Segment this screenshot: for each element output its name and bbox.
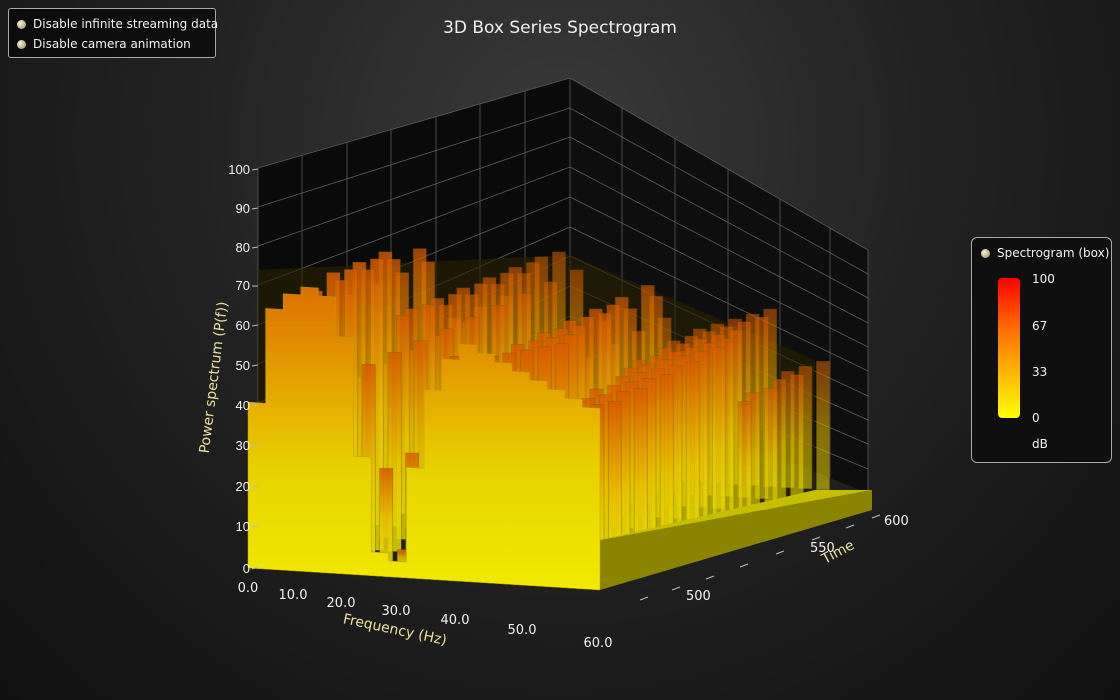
radio-bullet-icon [17, 19, 26, 29]
y-tick-label: 80 [236, 240, 250, 255]
legend-tick-label: 33 [1032, 365, 1048, 379]
y-tick-label: 10 [236, 519, 250, 534]
y-tick-label: 60 [236, 318, 250, 333]
legend-header: Spectrogram (box) [981, 246, 1109, 260]
legend-bullet-icon [981, 248, 990, 258]
spectrum-bar [790, 374, 804, 502]
x-tick-label: 30.0 [382, 604, 411, 619]
y-tick-label: 50 [236, 358, 250, 373]
legend-box[interactable]: Spectrogram (box) 100 67 33 0 dB [971, 237, 1112, 463]
disable-camera-animation-toggle[interactable]: Disable camera animation [17, 34, 207, 54]
legend-tick-label: 100 [1032, 272, 1055, 286]
legend-tick-label: 0 [1032, 411, 1040, 425]
z-tick-label: 550 [810, 541, 835, 556]
y-tick-label: 30 [236, 438, 250, 453]
x-tick-label: 0.0 [238, 581, 259, 596]
z-axis: 500 550 600 [686, 514, 909, 604]
y-tick-label: 40 [236, 398, 250, 413]
options-panel: Disable infinite streaming data Disable … [8, 8, 218, 58]
y-tick-label: 0 [243, 561, 250, 576]
y-tick-label: 70 [236, 278, 250, 293]
y-axis: 0 10 20 30 40 50 60 70 80 90 100 [228, 162, 250, 576]
z-tick-label: 600 [884, 514, 909, 529]
legend-tick-label: 67 [1032, 319, 1048, 333]
spectrum-bar [764, 387, 778, 513]
y-axis-title: Power spectrum (P(f)) [197, 301, 231, 455]
y-tick-label: 100 [228, 162, 250, 177]
spectrum-bar [816, 361, 830, 491]
x-tick-label: 40.0 [441, 613, 470, 628]
x-tick-label: 20.0 [327, 596, 356, 611]
data-volume [247, 248, 872, 591]
z-axis-ticks [639, 514, 881, 601]
option-label: Disable infinite streaming data [33, 17, 219, 31]
legend-series-name: Spectrogram (box) [997, 246, 1110, 260]
z-tick-label: 500 [686, 589, 711, 604]
y-tick-label: 90 [236, 201, 250, 216]
y-axis-ticks [251, 168, 259, 570]
disable-streaming-toggle[interactable]: Disable infinite streaming data [17, 14, 218, 34]
color-scale-bar [998, 278, 1020, 418]
spectrum-bar [712, 347, 726, 535]
x-tick-label: 60.0 [584, 636, 613, 651]
chart-title: 3D Box Series Spectrogram [443, 18, 677, 38]
spectrum-bar [738, 401, 752, 524]
radio-bullet-icon [17, 39, 26, 49]
front-profile [247, 286, 601, 591]
x-axis: 0.0 10.0 20.0 30.0 40.0 50.0 60.0 [238, 581, 613, 651]
legend-unit: dB [1032, 437, 1048, 451]
spectrum-bar [379, 468, 394, 564]
x-tick-label: 50.0 [508, 623, 537, 638]
x-tick-label: 10.0 [279, 588, 308, 603]
y-tick-label: 20 [236, 479, 250, 494]
option-label: Disable camera animation [33, 37, 191, 51]
